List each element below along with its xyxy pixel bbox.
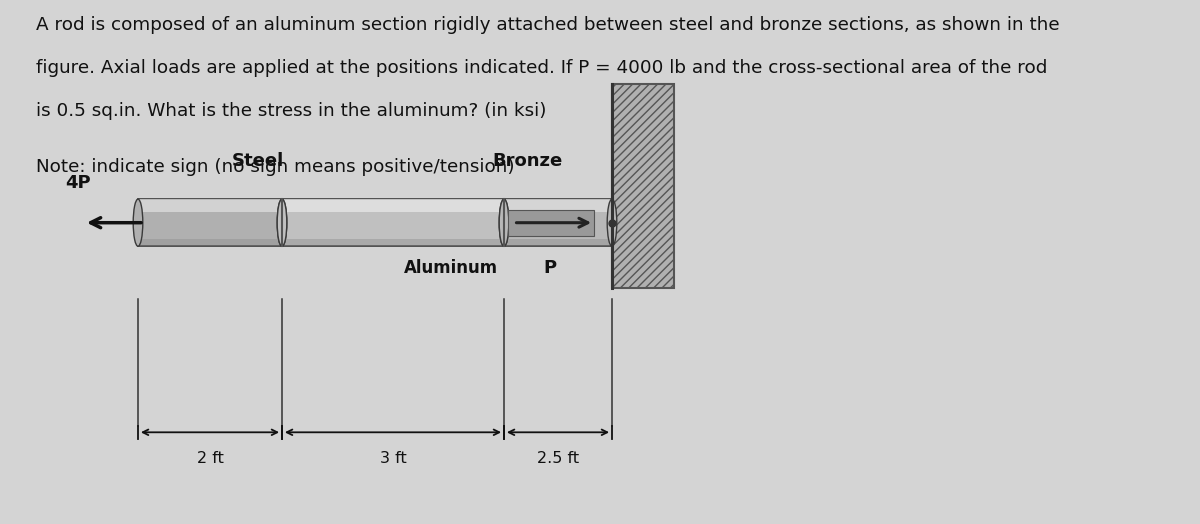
Ellipse shape: [277, 199, 287, 246]
Bar: [504, 239, 612, 246]
Ellipse shape: [499, 199, 509, 246]
Text: figure. Axial loads are applied at the positions indicated. If P = 4000 lb and t: figure. Axial loads are applied at the p…: [36, 59, 1048, 77]
Text: Bronze: Bronze: [492, 152, 563, 170]
Ellipse shape: [133, 199, 143, 246]
Text: 3 ft: 3 ft: [379, 451, 407, 466]
Ellipse shape: [277, 199, 287, 246]
Text: Aluminum: Aluminum: [404, 259, 498, 277]
Bar: [138, 199, 282, 212]
Ellipse shape: [607, 199, 617, 246]
Bar: [282, 239, 504, 246]
Bar: [504, 199, 612, 212]
Text: Steel: Steel: [232, 152, 284, 170]
Bar: [612, 84, 674, 288]
Ellipse shape: [499, 199, 509, 246]
Text: 2.5 ft: 2.5 ft: [536, 451, 580, 466]
Bar: [282, 199, 504, 212]
Bar: [282, 199, 504, 246]
Text: A rod is composed of an aluminum section rigidly attached between steel and bron: A rod is composed of an aluminum section…: [36, 16, 1060, 34]
Text: 4P: 4P: [65, 174, 91, 192]
Text: 2 ft: 2 ft: [197, 451, 223, 466]
Bar: [138, 239, 282, 246]
Text: is 0.5 sq.in. What is the stress in the aluminum? (in ksi): is 0.5 sq.in. What is the stress in the …: [36, 102, 546, 119]
Text: P: P: [544, 259, 556, 277]
Bar: [508, 210, 594, 236]
Bar: [138, 199, 282, 246]
Bar: [504, 199, 612, 246]
Text: Note: indicate sign (no sign means positive/tension): Note: indicate sign (no sign means posit…: [36, 158, 515, 176]
